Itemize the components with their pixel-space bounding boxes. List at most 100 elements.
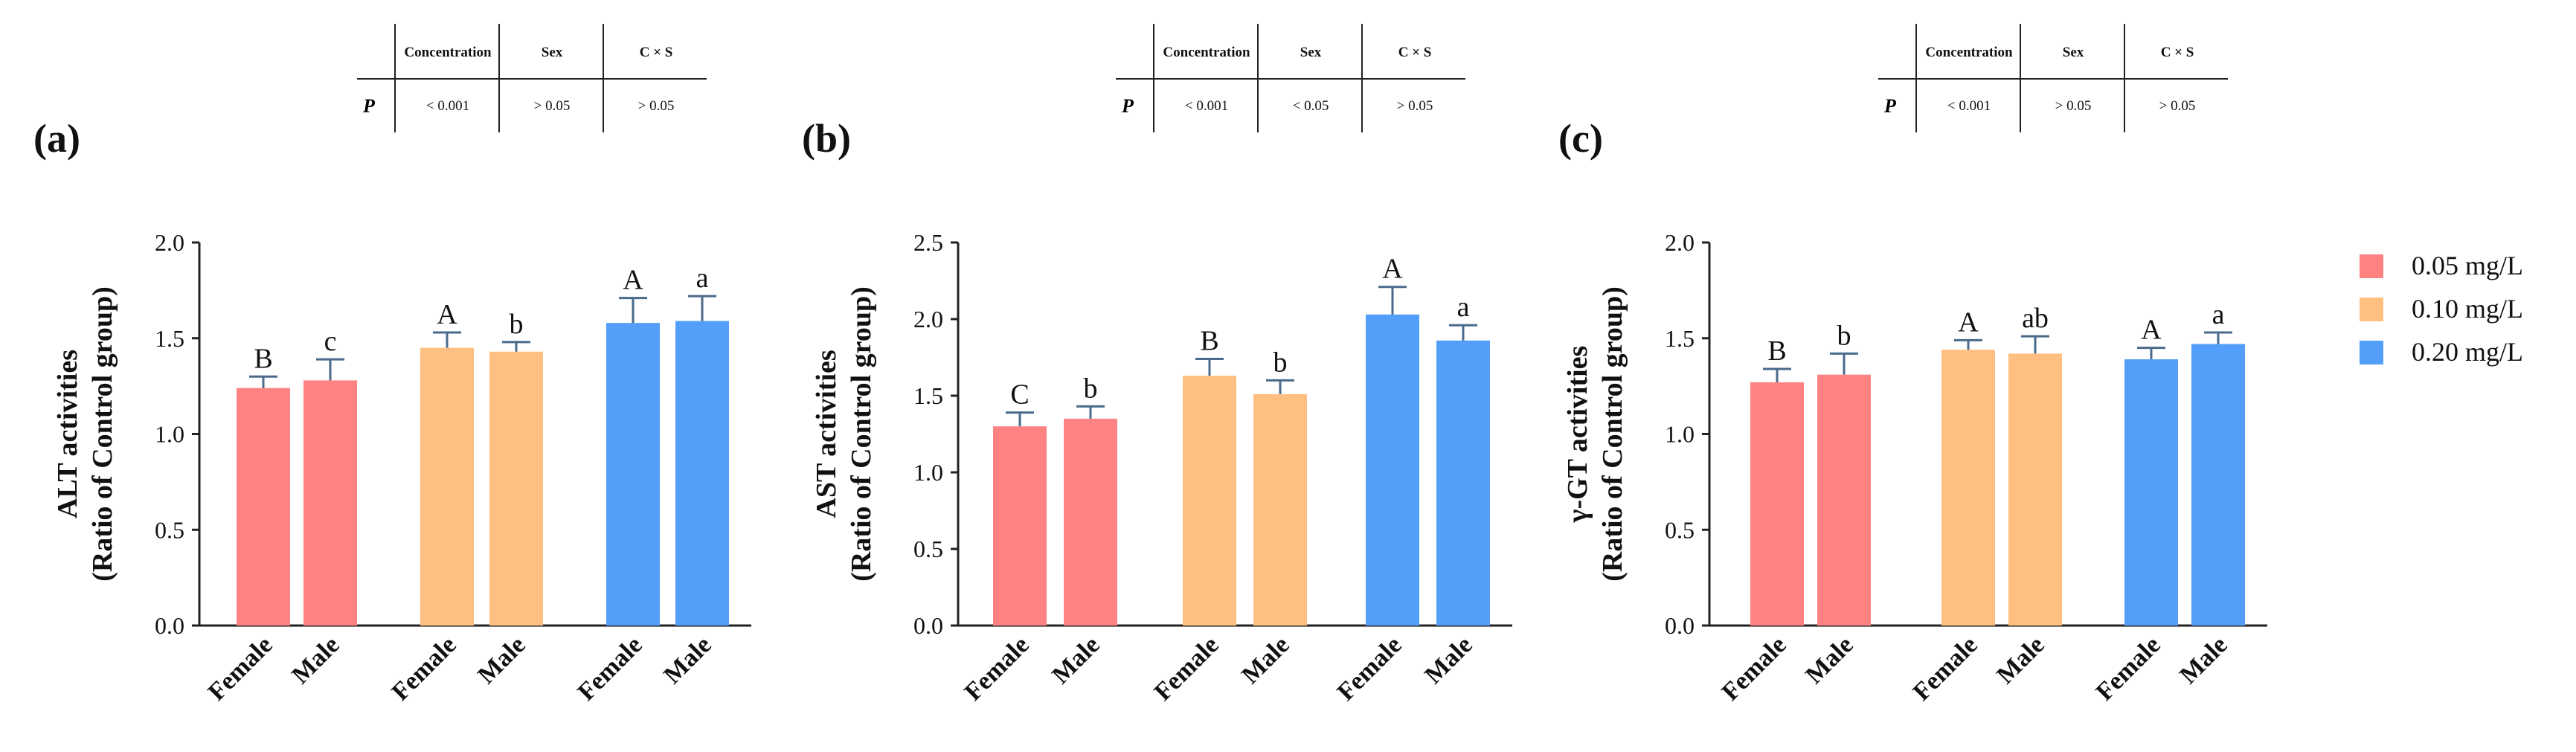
stats-row-label: P (363, 95, 375, 117)
stats-value-cxs: > 0.05 (1396, 98, 1433, 114)
bar (606, 323, 660, 626)
x-tick-label: Male (1047, 631, 1105, 689)
y-tick-label: 2.5 (913, 229, 943, 256)
legend-swatch-005 (2360, 254, 2383, 278)
stats-value-sex: < 0.05 (1292, 98, 1329, 114)
y-tick-label: 1.0 (913, 459, 943, 486)
significance-label: b (1837, 320, 1851, 351)
significance-label: ab (2022, 303, 2049, 334)
y-tick-label: 1.5 (913, 382, 943, 409)
significance-label: b (1273, 347, 1288, 378)
legend-swatch-020 (2360, 341, 2383, 364)
bar (1817, 374, 1871, 626)
stats-row-label: P (1884, 95, 1896, 117)
bar (237, 388, 290, 626)
stats-table-a: Concentration Sex C × S P < 0.001 > 0.05… (357, 24, 707, 132)
stats-value-concentration: < 0.001 (1184, 98, 1229, 114)
x-tick-label: Female (2091, 631, 2166, 706)
x-tick-label: Female (1717, 631, 1792, 706)
significance-label: b (1084, 373, 1098, 404)
x-tick-label: Male (286, 631, 344, 689)
significance-label: A (2141, 315, 2162, 346)
stats-row-label: P (1122, 95, 1134, 117)
bar (1750, 382, 1804, 626)
legend-swatch-010 (2360, 298, 2383, 321)
y-tick-label: 1.0 (1665, 421, 1695, 448)
bar (675, 321, 729, 626)
stats-value-cxs: > 0.05 (637, 98, 675, 114)
stats-header-sex: Sex (2062, 45, 2084, 60)
stats-value-sex: > 0.05 (2055, 98, 2092, 114)
stats-header-cxs: C × S (639, 45, 673, 60)
significance-label: B (1200, 326, 1218, 357)
stats-header-sex: Sex (541, 45, 563, 60)
panel-label-c: (c) (1558, 116, 1603, 161)
stats-table-b: Concentration Sex C × S P < 0.001 < 0.05… (1116, 24, 1465, 132)
significance-label: B (1767, 335, 1786, 367)
bar (1183, 376, 1236, 626)
y-tick-label: 2.0 (155, 229, 184, 256)
bar (2124, 359, 2178, 626)
x-tick-label: Female (1332, 631, 1407, 706)
bar (1366, 314, 1419, 626)
significance-label: A (1958, 306, 1979, 338)
x-tick-label: Male (1419, 631, 1477, 689)
y-tick-label: 1.5 (1665, 325, 1695, 352)
panel-label-b: (b) (802, 116, 851, 161)
y-tick-label: 1.0 (155, 421, 184, 448)
y-tick-label: 0.5 (913, 536, 943, 562)
significance-label: A (623, 265, 643, 296)
x-tick-label: Female (960, 631, 1035, 706)
stats-header-concentration: Concentration (404, 45, 492, 60)
y-axis-label: γ-GT activities (1562, 346, 1593, 524)
stats-table-c: Concentration Sex C × S P < 0.001 > 0.05… (1878, 24, 2228, 132)
bar (2008, 353, 2062, 626)
x-tick-label: Female (573, 631, 648, 706)
significance-label: b (510, 309, 524, 340)
bar (1436, 340, 1490, 626)
bar (1064, 418, 1117, 626)
bar (489, 351, 543, 626)
y-axis-label: ALT activities (52, 350, 83, 518)
bar (1253, 393, 1307, 626)
y-tick-label: 0.5 (1665, 516, 1695, 543)
y-tick-label: 1.5 (155, 325, 184, 352)
significance-label: A (1382, 254, 1403, 285)
y-tick-label: 0.5 (155, 516, 184, 543)
y-axis-label-unit: (Ratio of Control group) (1597, 286, 1628, 582)
significance-label: B (254, 343, 272, 374)
x-tick-label: Male (1800, 631, 1858, 689)
stats-header-cxs: C × S (1398, 45, 1432, 60)
stats-value-concentration: < 0.001 (425, 98, 470, 114)
y-axis-label-unit: (Ratio of Control group) (846, 286, 877, 582)
y-tick-label: 0.0 (155, 612, 184, 639)
x-tick-label: Male (658, 631, 716, 689)
y-axis-label-unit: (Ratio of Control group) (87, 286, 118, 582)
y-tick-label: 2.0 (1665, 229, 1695, 256)
x-tick-label: Male (1236, 631, 1294, 689)
x-tick-label: Male (1991, 631, 2049, 689)
stats-value-sex: > 0.05 (533, 98, 571, 114)
bar (1941, 350, 1995, 626)
x-tick-label: Female (203, 631, 278, 706)
legend-label-005: 0.05 mg/L (2412, 251, 2523, 280)
x-tick-label: Female (1149, 631, 1224, 706)
y-axis-label: AST activities (811, 350, 842, 518)
stats-value-cxs: > 0.05 (2159, 98, 2196, 114)
stats-value-concentration: < 0.001 (1947, 98, 1991, 114)
stats-header-cxs: C × S (2160, 45, 2194, 60)
significance-label: a (2212, 299, 2225, 330)
y-tick-label: 0.0 (913, 612, 943, 639)
significance-label: a (696, 263, 709, 294)
x-tick-label: Female (1908, 631, 1983, 706)
x-tick-label: Female (387, 631, 462, 706)
x-tick-label: Male (472, 631, 530, 689)
panel-label-a: (a) (33, 116, 80, 161)
significance-label: a (1457, 292, 1470, 323)
stats-header-concentration: Concentration (1163, 45, 1250, 60)
significance-label: C (1010, 379, 1029, 411)
bar (303, 380, 357, 626)
y-tick-label: 0.0 (1665, 612, 1695, 639)
legend-label-020: 0.20 mg/L (2412, 337, 2523, 367)
bar (420, 347, 474, 626)
